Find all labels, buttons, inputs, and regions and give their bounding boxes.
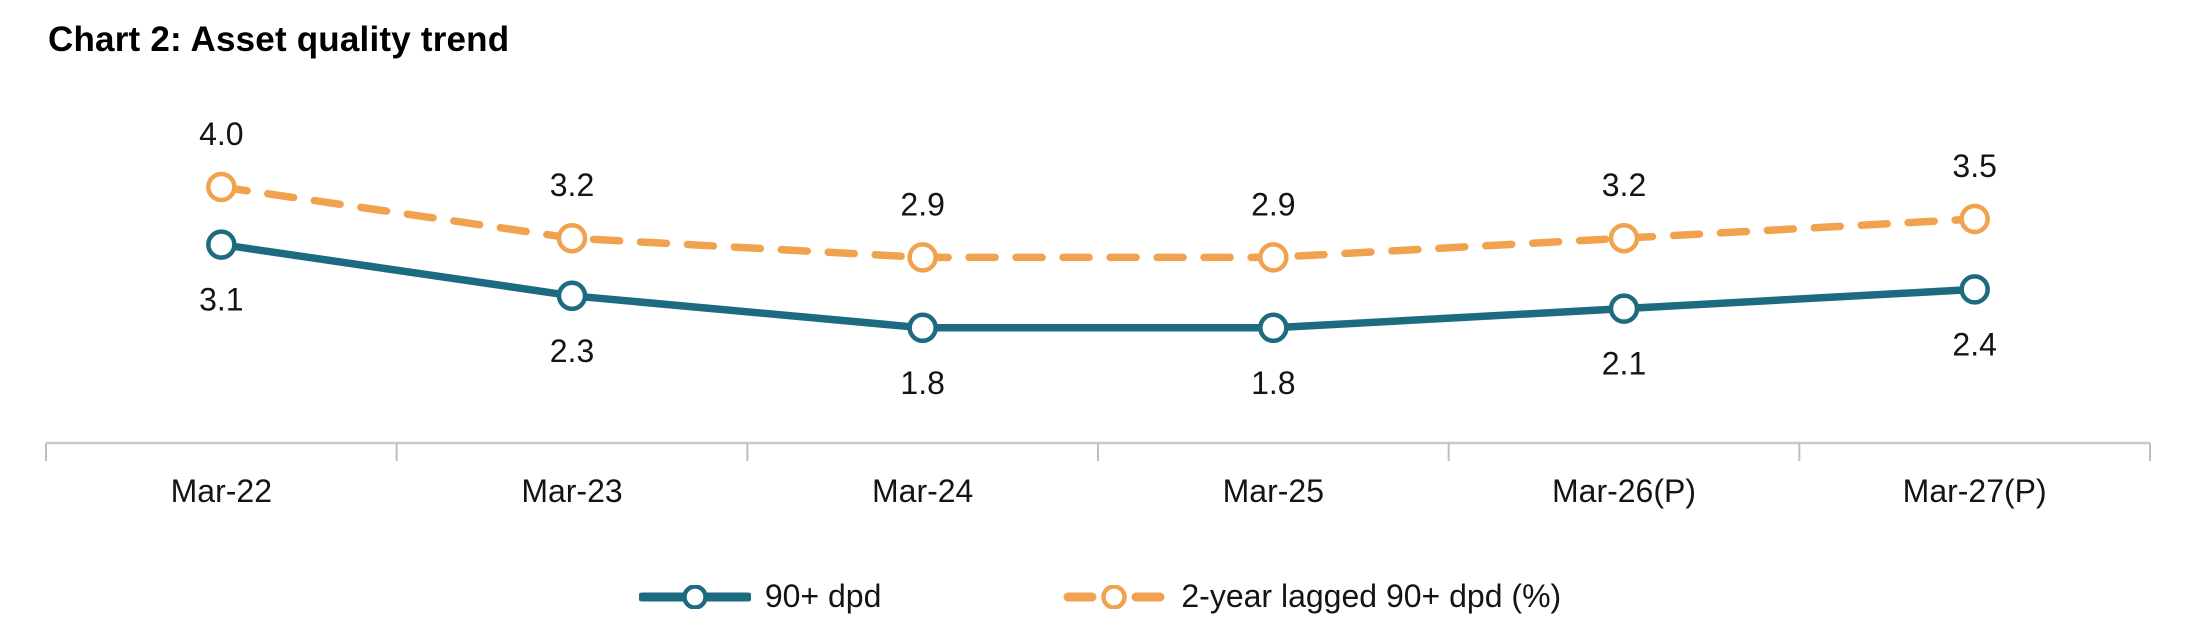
series-line-lagged-90-dpd	[217, 183, 1979, 262]
x-axis-label: Mar-27(P)	[1903, 473, 2047, 509]
data-label: 2.9	[1251, 186, 1295, 222]
data-point-marker	[907, 242, 938, 273]
data-point-marker	[206, 229, 237, 260]
data-point-marker	[1258, 312, 1289, 344]
legend-swatch-dashed-line-icon	[1063, 584, 1165, 609]
data-label: 1.8	[900, 365, 944, 401]
data-point-marker	[1258, 242, 1289, 273]
line-chart: Mar-22 Mar-23 Mar-24 Mar-25 Mar-26(P) Mar-27(…	[45, 116, 2151, 509]
data-label: 2.9	[900, 186, 944, 222]
data-label: 3.2	[1602, 167, 1646, 203]
legend-swatch-solid-line-icon	[638, 584, 751, 609]
data-label: 2.4	[1952, 326, 1996, 362]
data-point-marker	[1959, 203, 1990, 235]
x-axis-label: Mar-22	[171, 473, 272, 509]
legend-label-lagged-90-dpd: 2-year lagged 90+ dpd (%)	[1181, 578, 1562, 614]
data-point-marker	[556, 280, 588, 312]
data-label: 4.0	[199, 116, 243, 152]
data-point-marker	[907, 312, 938, 344]
chart-title: Chart 2: Asset quality trend	[48, 20, 510, 59]
data-label: 3.5	[1952, 148, 1996, 184]
x-axis-label: Mar-23	[521, 473, 622, 509]
data-label: 1.8	[1251, 365, 1295, 401]
data-label: 2.1	[1602, 346, 1646, 382]
legend: 90+ dpd 2-year lagged 90+ dpd (%)	[0, 578, 2200, 615]
legend-item-90-dpd: 90+ dpd	[638, 578, 882, 615]
data-label: 3.1	[199, 282, 243, 318]
data-point-marker	[1608, 222, 1640, 254]
data-label: 3.2	[550, 167, 594, 203]
legend-label-90-dpd: 90+ dpd	[764, 578, 882, 614]
data-point-marker	[1959, 274, 1990, 305]
legend-item-lagged-90-dpd: 2-year lagged 90+ dpd (%)	[1061, 578, 1561, 615]
data-point-marker	[206, 171, 237, 203]
series-line-90-dpd	[217, 240, 1979, 332]
x-axis-label: Mar-25	[1223, 473, 1324, 509]
data-point-marker	[1608, 293, 1640, 324]
x-axis-label: Mar-26(P)	[1552, 473, 1696, 509]
data-point-marker	[556, 222, 588, 254]
x-axis-label: Mar-24	[872, 473, 973, 509]
data-label: 2.3	[550, 333, 594, 369]
